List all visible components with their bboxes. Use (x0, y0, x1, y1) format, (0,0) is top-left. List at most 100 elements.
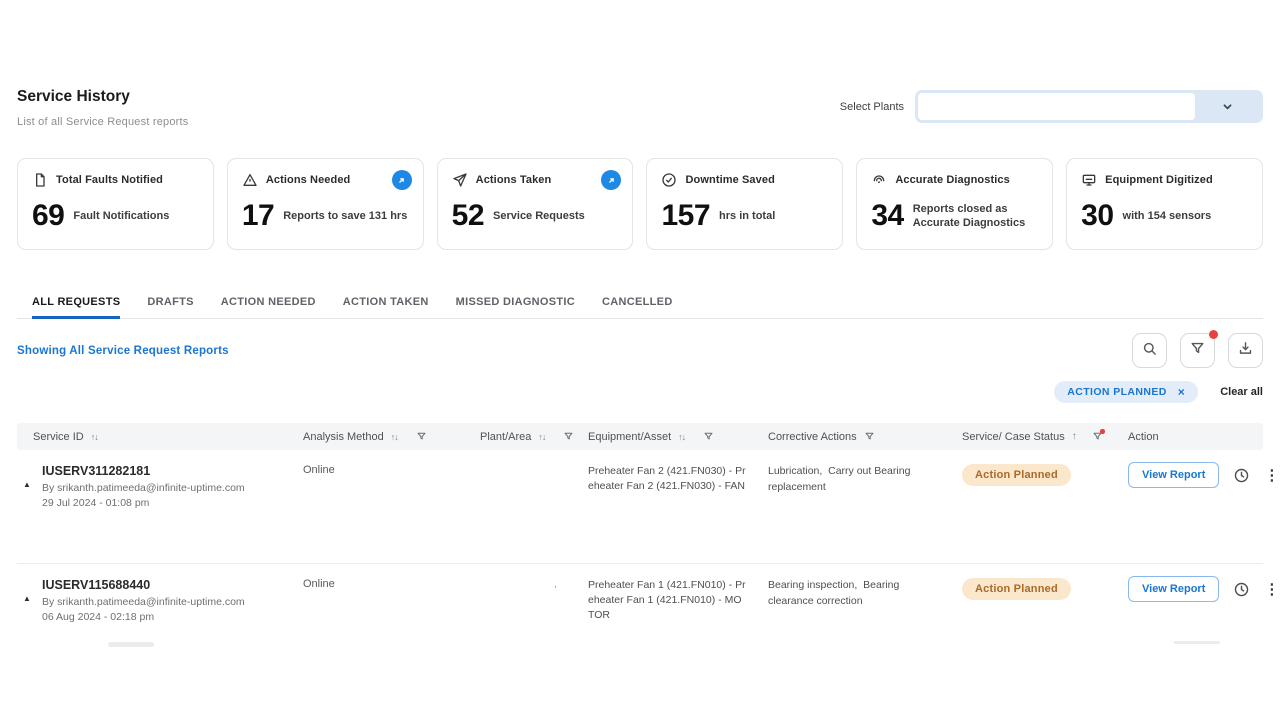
service-date: 06 Aug 2024 - 02:18 pm (42, 611, 155, 623)
filter-chip-action-planned[interactable]: ACTION PLANNED × (1054, 381, 1199, 403)
card-title: Total Faults Notified (56, 174, 164, 186)
card-downtime-saved: Downtime Saved 157 hrs in total (646, 158, 844, 250)
card-value: 30 (1081, 199, 1114, 232)
card-title: Actions Taken (475, 174, 552, 186)
page-header: Service History List of all Service Requ… (17, 88, 1263, 128)
card-title: Accurate Diagnostics (895, 174, 1010, 186)
column-filter-icon-active[interactable] (1092, 429, 1105, 442)
chevron-down-icon[interactable] (1195, 99, 1260, 114)
column-filter-icon[interactable] (563, 431, 574, 442)
column-filter-icon[interactable] (416, 431, 427, 442)
status-badge: Action Planned (962, 464, 1071, 486)
row-expand-icon[interactable]: ▲ (23, 480, 31, 489)
sort-icon[interactable]: ↑↓ (678, 431, 686, 442)
card-value: 52 (451, 199, 485, 232)
filter-active-badge (1209, 330, 1218, 339)
column-header-plant-area[interactable]: Plant/Area ↑↓ (480, 431, 588, 443)
analysis-method: Online (303, 464, 335, 476)
clear-all-button[interactable]: Clear all (1220, 386, 1263, 398)
filter-icon (1189, 340, 1206, 362)
equipment-asset: Preheater Fan 1 (421.FN010) - Preheater … (588, 579, 746, 622)
search-icon (1141, 340, 1158, 362)
document-icon (32, 172, 48, 188)
card-caption: Reports to save 131 hrs (283, 209, 408, 222)
plant-select-dropdown[interactable] (915, 90, 1263, 123)
card-title: Downtime Saved (685, 174, 775, 186)
card-actions-needed: Actions Needed 17 Reports to save 131 hr… (226, 158, 424, 250)
arrow-up-right-icon[interactable] (391, 170, 412, 190)
card-accurate-diagnostics: Accurate Diagnostics 34 Reports closed a… (856, 158, 1054, 250)
service-date: 29 Jul 2024 - 01:08 pm (42, 497, 150, 509)
filter-button[interactable] (1180, 330, 1218, 368)
showing-status-text: Showing All Service Request Reports (17, 344, 229, 357)
analysis-method: Online (303, 578, 335, 590)
filter-chip-label: ACTION PLANNED (1067, 386, 1167, 398)
tab-drafts[interactable]: DRAFTS (147, 296, 194, 308)
check-circle-icon (661, 172, 677, 188)
column-filter-icon[interactable] (703, 431, 714, 442)
card-value: 157 (661, 199, 711, 232)
column-header-equipment-asset[interactable]: Equipment/Asset ↑↓ (588, 431, 768, 443)
plant-selector-label: Select Plants (839, 100, 904, 113)
clock-icon[interactable] (1233, 581, 1250, 598)
equipment-asset: Preheater Fan 2 (421.FN030) - Preheater … (588, 465, 746, 493)
service-author: By srikanth.patimeeda@infinite-uptime.co… (42, 596, 245, 608)
request-tabs: ALL REQUESTS DRAFTS ACTION NEEDED ACTION… (17, 286, 1263, 319)
kebab-menu-icon[interactable]: ⋮ (1264, 466, 1280, 484)
plant-select-input[interactable] (918, 93, 1195, 120)
sort-icon[interactable]: ↑↓ (390, 431, 399, 442)
row-expand-icon[interactable]: ▲ (23, 594, 31, 603)
filter-active-dot (1100, 429, 1105, 434)
card-caption: with 154 sensors (1122, 209, 1212, 222)
arrow-up-right-icon[interactable] (601, 170, 622, 190)
service-requests-table: Service ID ↑↓ Analysis Method ↑↓ Plant/A… (17, 423, 1279, 678)
card-actions-taken: Actions Taken 52 Service Requests (436, 158, 634, 250)
card-value: 69 (32, 199, 65, 232)
column-header-action: Action (1128, 430, 1159, 443)
tab-missed-diagnostic[interactable]: MISSED DIAGNOSTIC (455, 296, 576, 308)
table-header-row: Service ID ↑↓ Analysis Method ↑↓ Plant/A… (17, 423, 1263, 450)
kebab-menu-icon[interactable]: ⋮ (1264, 580, 1280, 598)
service-id: IUSERV311282181 (42, 464, 151, 478)
card-value: 17 (241, 199, 275, 232)
tab-all-requests[interactable]: ALL REQUESTS (32, 286, 121, 319)
sort-asc-icon[interactable]: ↑ (1071, 431, 1077, 442)
card-caption: Service Requests (493, 209, 585, 222)
column-filter-icon[interactable] (864, 431, 875, 442)
service-id: IUSERV115688440 (42, 578, 151, 592)
tab-cancelled[interactable]: CANCELLED (602, 296, 673, 308)
sort-icon[interactable]: ↑↓ (538, 431, 546, 442)
column-header-analysis-method[interactable]: Analysis Method ↑↓ (303, 431, 480, 443)
sort-icon[interactable]: ↑↓ (90, 431, 99, 442)
download-icon (1237, 340, 1254, 362)
column-header-corrective-actions[interactable]: Corrective Actions (768, 431, 962, 443)
partial-row-skeleton (108, 642, 154, 647)
tab-action-taken[interactable]: ACTION TAKEN (342, 296, 429, 308)
stat-cards: Total Faults Notified 69 Fault Notificat… (17, 158, 1263, 250)
card-total-faults: Total Faults Notified 69 Fault Notificat… (17, 158, 214, 250)
download-button[interactable] (1228, 333, 1263, 368)
plant-area (480, 450, 588, 563)
send-icon (452, 172, 468, 188)
service-author: By srikanth.patimeeda@infinite-uptime.co… (42, 482, 245, 494)
warning-triangle-icon (242, 172, 258, 188)
view-report-button[interactable]: View Report (1128, 462, 1220, 488)
page-title: Service History (17, 88, 130, 105)
search-button[interactable] (1132, 333, 1167, 368)
clock-icon[interactable] (1233, 467, 1250, 484)
table-row[interactable]: ▲ IUSERV311282181 By srikanth.patimeeda@… (17, 450, 1279, 564)
view-report-button[interactable]: View Report (1128, 576, 1220, 602)
close-icon[interactable]: × (1177, 385, 1186, 399)
card-title: Equipment Digitized (1105, 174, 1213, 186)
active-filter-row: ACTION PLANNED × Clear all (17, 381, 1263, 403)
table-row[interactable]: ▲ IUSERV115688440 By srikanth.patimeeda@… (17, 564, 1279, 678)
column-header-service-id[interactable]: Service ID ↑↓ (33, 430, 99, 443)
tab-action-needed[interactable]: ACTION NEEDED (220, 296, 316, 308)
monitor-icon (1081, 172, 1097, 188)
partial-row-skeleton (1174, 641, 1220, 644)
column-header-service-case-status[interactable]: Service/ Case Status ↑ (962, 429, 1128, 443)
plant-selector: Select Plants (840, 90, 1263, 123)
table-toolbar: Showing All Service Request Reports (17, 330, 1263, 368)
corrective-actions: Bearing inspection, Bearing clearance co… (768, 579, 900, 607)
